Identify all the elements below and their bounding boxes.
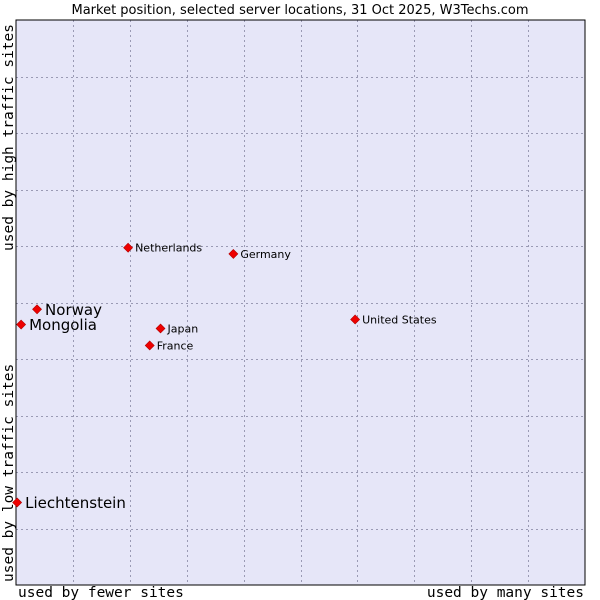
plot-area — [16, 20, 585, 585]
data-point-norway: Norway — [32, 301, 102, 319]
data-point-japan: Japan — [155, 322, 199, 335]
grid-layer — [16, 20, 585, 585]
plot-frame — [15, 19, 586, 586]
y-axis-label-top: used by high traffic sites — [1, 24, 17, 251]
data-point-france: France — [144, 339, 194, 352]
point-marker — [350, 314, 361, 325]
y-axis-label-bottom: used by low traffic sites — [1, 364, 17, 582]
point-label: Germany — [240, 248, 291, 261]
x-axis-label-left: used by fewer sites — [18, 585, 184, 600]
point-label: Mongolia — [29, 316, 97, 334]
data-point-liechtenstein: Liechtenstein — [12, 494, 126, 512]
point-marker — [155, 323, 166, 334]
data-point-germany: Germany — [228, 248, 291, 261]
point-marker — [144, 340, 155, 351]
point-label: Norway — [45, 301, 102, 319]
x-axis-label-right: used by many sites — [427, 585, 584, 600]
chart-title: Market position, selected server locatio… — [71, 3, 528, 18]
data-point-netherlands: Netherlands — [123, 242, 202, 255]
point-marker — [228, 248, 239, 259]
point-marker — [16, 319, 27, 330]
point-label: Netherlands — [135, 242, 202, 255]
point-label: Liechtenstein — [25, 494, 126, 512]
point-label: Japan — [167, 322, 199, 335]
point-marker — [12, 497, 23, 508]
point-marker — [32, 304, 42, 315]
data-point-mongolia: Mongolia — [16, 316, 97, 334]
point-marker — [123, 242, 134, 253]
point-label: France — [157, 339, 194, 352]
data-point-united-states: United States — [350, 313, 437, 326]
point-label: United States — [362, 313, 437, 326]
